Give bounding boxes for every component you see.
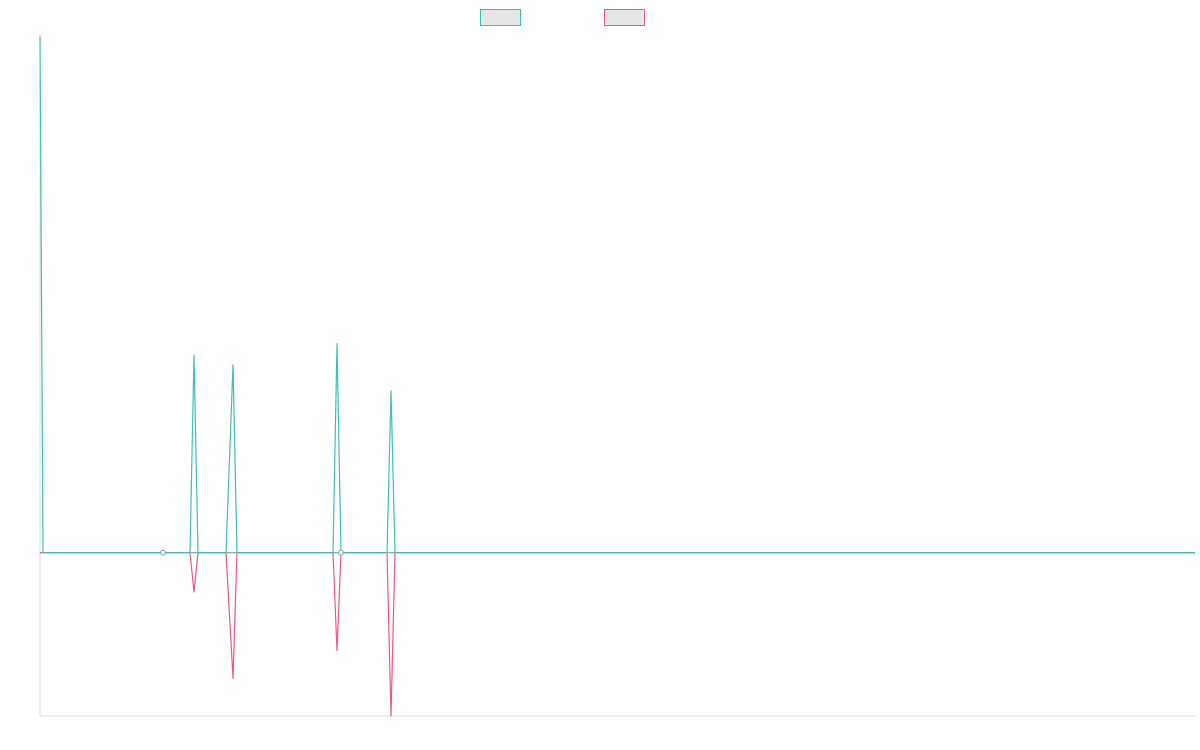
- legend-swatch-series-2: [604, 9, 645, 26]
- series-1-line: [39, 36, 1195, 554]
- series-2-line: [40, 552, 1195, 717]
- legend-swatch-series-1: [480, 9, 521, 26]
- series-1-point-1: [160, 549, 166, 556]
- series-1-point-2: [338, 549, 344, 556]
